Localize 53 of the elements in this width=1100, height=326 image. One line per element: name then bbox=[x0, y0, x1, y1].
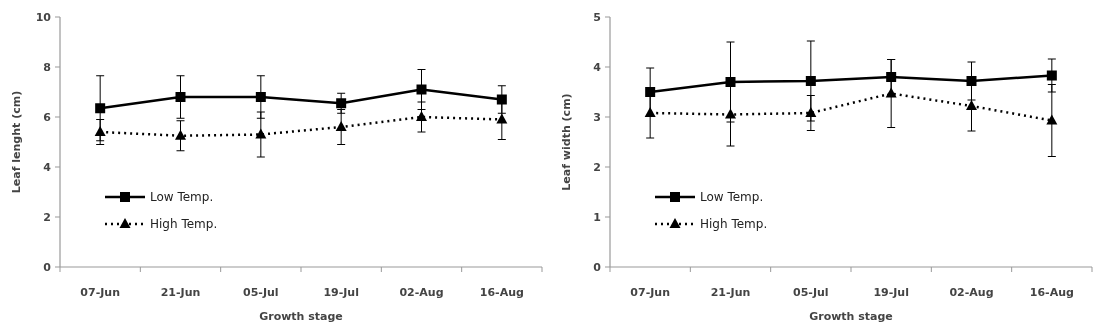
y-axis-title: Leaf width (cm) bbox=[560, 93, 573, 191]
point bbox=[255, 128, 267, 139]
y-tick-label: 0 bbox=[593, 260, 602, 274]
point bbox=[175, 129, 186, 140]
point bbox=[644, 107, 656, 117]
point bbox=[416, 111, 427, 121]
y-axis-title: Leaf lenght (cm) bbox=[10, 90, 23, 194]
legend-label: Low Temp. bbox=[150, 190, 214, 205]
point bbox=[496, 113, 508, 124]
y-tick-label: 2 bbox=[43, 210, 51, 224]
point bbox=[335, 121, 347, 131]
x-axis-title: Growth stage bbox=[809, 310, 893, 323]
point bbox=[885, 87, 897, 98]
y-tick-label: 6 bbox=[43, 110, 52, 124]
x-tick-label: 07-Jun bbox=[630, 286, 670, 299]
x-tick-label: 21-Jun bbox=[710, 286, 751, 299]
x-tick-label: 19-Jul bbox=[873, 286, 909, 299]
x-tick-label: 07-Jun bbox=[80, 286, 120, 299]
x-tick-label: 02-Aug bbox=[949, 286, 994, 299]
x-tick-label: 16-Aug bbox=[479, 286, 524, 299]
legend-label: Low Temp. bbox=[700, 190, 764, 205]
x-tick-label: 05-Jul bbox=[243, 286, 279, 299]
y-tick-label: 4 bbox=[43, 160, 52, 174]
legend-label: High Temp. bbox=[700, 217, 768, 232]
x-tick-label: 21-Jun bbox=[160, 286, 201, 299]
x-tick-label: 16-Aug bbox=[1029, 286, 1074, 299]
x-tick-label: 19-Jul bbox=[323, 286, 359, 299]
x-tick-label: 05-Jul bbox=[793, 286, 829, 299]
point bbox=[805, 107, 817, 117]
y-tick-label: 3 bbox=[593, 110, 601, 124]
point bbox=[1046, 70, 1057, 81]
point bbox=[966, 100, 977, 110]
point bbox=[255, 92, 266, 102]
y-tick-label: 8 bbox=[43, 60, 51, 74]
point bbox=[1046, 114, 1058, 125]
x-tick-label: 02-Aug bbox=[399, 286, 444, 299]
x-axis-title: Growth stage bbox=[259, 310, 343, 323]
y-tick-label: 0 bbox=[43, 260, 52, 274]
point bbox=[94, 126, 106, 136]
point bbox=[886, 72, 897, 82]
point bbox=[416, 84, 427, 95]
point bbox=[336, 98, 347, 109]
point bbox=[805, 76, 816, 86]
y-tick-label: 4 bbox=[593, 60, 602, 74]
legend-label: High Temp. bbox=[150, 217, 218, 232]
y-tick-label: 10 bbox=[35, 10, 52, 24]
point bbox=[496, 94, 507, 105]
point bbox=[95, 103, 106, 114]
y-tick-label: 1 bbox=[593, 210, 601, 224]
point bbox=[175, 92, 186, 102]
y-tick-label: 2 bbox=[593, 160, 601, 174]
y-tick-label: 5 bbox=[593, 10, 601, 24]
point bbox=[725, 108, 736, 119]
